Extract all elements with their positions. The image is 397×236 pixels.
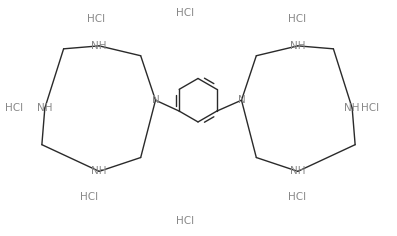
Text: HCl: HCl xyxy=(176,8,194,18)
Text: N: N xyxy=(152,95,159,105)
Text: NH: NH xyxy=(91,41,107,51)
Text: HCl: HCl xyxy=(87,14,105,24)
Text: NH: NH xyxy=(37,103,52,113)
Text: NH: NH xyxy=(345,103,360,113)
Text: NH: NH xyxy=(290,166,306,176)
Text: HCl: HCl xyxy=(80,192,98,202)
Text: HCl: HCl xyxy=(288,192,306,202)
Text: NH: NH xyxy=(91,166,107,176)
Text: HCl: HCl xyxy=(288,14,306,24)
Text: HCl: HCl xyxy=(176,216,194,226)
Text: N: N xyxy=(238,95,245,105)
Text: HCl: HCl xyxy=(5,103,23,113)
Text: HCl: HCl xyxy=(361,103,379,113)
Text: NH: NH xyxy=(290,41,306,51)
